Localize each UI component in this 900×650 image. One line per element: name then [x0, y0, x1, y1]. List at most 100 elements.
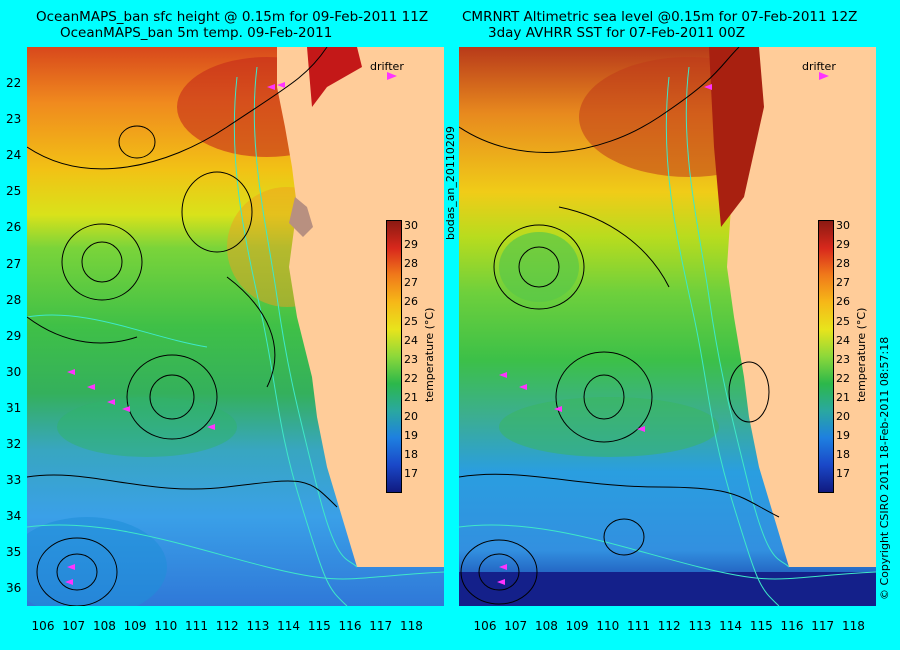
lon-tick-label: 117 — [811, 619, 835, 633]
lon-tick-label: 115 — [749, 619, 773, 633]
colorbar-tick-label: 17 — [404, 467, 418, 481]
lon-tick-label: 117 — [369, 619, 393, 633]
colorbar-tick-label: 18 — [404, 448, 418, 462]
lat-tick-label: 35 — [6, 545, 22, 560]
colorbar-tick-label: 17 — [836, 467, 850, 481]
left-title-line1: OceanMAPS_ban sfc height @ 0.15m for 09-… — [36, 9, 429, 25]
copyright-label: © Copyright CSIRO 2011 18-Feb-2011 08:57… — [878, 336, 891, 600]
drifter-markers — [65, 82, 285, 585]
left-drifter-legend-label: drifter — [370, 60, 404, 73]
lon-tick-label: 106 — [473, 619, 497, 633]
colorbar-tick-label: 19 — [836, 429, 850, 443]
isobath-lines — [459, 66, 876, 606]
colorbar-tick-label: 30 — [836, 219, 850, 232]
lon-tick-label: 107 — [62, 619, 86, 633]
coastal-warm-patch — [307, 47, 362, 107]
lon-tick-label: 116 — [338, 619, 362, 633]
right-title-line1: CMRNRT Altimetric sea level @0.15m for 0… — [462, 9, 858, 25]
colorbar-tick-label: 27 — [836, 276, 850, 290]
run-id-label: bodas_an_20110209 — [444, 126, 457, 240]
colorbar-tick-label: 29 — [404, 238, 418, 252]
right-drifter-legend-icon — [819, 72, 829, 80]
lon-tick-label: 118 — [841, 619, 865, 633]
lon-tick-label: 111 — [185, 619, 208, 633]
colorbar-tick-label: 21 — [404, 390, 418, 404]
lat-tick-label: 24 — [6, 148, 22, 163]
lon-tick-label: 108 — [92, 619, 116, 633]
lon-tick-label: 106 — [31, 619, 55, 633]
colorbar-tick-label: 30 — [404, 219, 418, 232]
colorbar-tick-label: 20 — [404, 410, 418, 423]
colorbar-tick-label: 20 — [836, 410, 850, 423]
right-map-svg — [459, 47, 876, 606]
land-mass — [277, 47, 444, 567]
lat-tick-label: 23 — [6, 112, 22, 127]
left-map-svg — [27, 47, 444, 606]
left-title-line2: OceanMAPS_ban 5m temp. 09-Feb-2011 — [60, 25, 333, 41]
colorbar-tick-label: 28 — [836, 257, 850, 271]
lon-tick-label: 116 — [780, 619, 804, 633]
lat-tick-label: 33 — [6, 473, 22, 488]
delta-patch — [289, 197, 313, 237]
height-contours — [459, 47, 780, 605]
colorbar-tick-label: 25 — [836, 314, 850, 328]
lat-tick-label: 26 — [6, 220, 22, 235]
lat-tick-label: 30 — [6, 364, 22, 379]
lon-tick-label: 108 — [534, 619, 558, 633]
colorbar-tick-label: 28 — [404, 257, 418, 271]
colorbar-tick-label: 23 — [404, 352, 418, 366]
height-contours — [27, 47, 338, 606]
colorbar-tick-label: 18 — [836, 448, 850, 462]
lat-tick-label: 27 — [6, 256, 22, 271]
lat-tick-label: 31 — [6, 400, 22, 415]
colorbar-tick-label: 24 — [836, 333, 850, 347]
lon-tick-label: 107 — [504, 619, 528, 633]
green-band — [499, 397, 719, 457]
colorbar-tick-label: 22 — [404, 371, 418, 385]
green-band — [57, 397, 237, 457]
drifter-markers — [497, 84, 712, 585]
coastal-warm-patch — [709, 47, 764, 227]
land-mass — [717, 47, 876, 567]
colorbar-tick-label: 29 — [836, 238, 850, 252]
lat-tick-label: 22 — [6, 76, 22, 90]
lon-tick-label: 114 — [277, 619, 301, 633]
lat-tick-label: 28 — [6, 292, 22, 307]
left-colorbar — [386, 220, 402, 493]
right-colorbar — [818, 220, 834, 493]
left-drifter-legend-icon — [387, 72, 397, 80]
lat-tick-label: 32 — [6, 437, 22, 451]
lon-tick-label: 115 — [307, 619, 331, 633]
left-map-panel — [27, 47, 444, 606]
left-colorbar-label: temperature (°C) — [423, 307, 436, 402]
right-map-panel — [459, 47, 876, 606]
lon-tick-label: 113 — [246, 619, 270, 633]
colorbar-tick-label: 27 — [404, 276, 418, 290]
lon-tick-label: 112 — [215, 619, 239, 633]
colorbar-tick-label: 25 — [404, 314, 418, 328]
right-title-line2: 3day AVHRR SST for 07-Feb-2011 00Z — [488, 25, 745, 41]
colorbar-tick-label: 19 — [404, 429, 418, 443]
lon-tick-label: 114 — [719, 619, 743, 633]
lon-tick-label: 110 — [154, 619, 178, 633]
lon-tick-label: 109 — [123, 619, 147, 633]
right-colorbar-label: temperature (°C) — [855, 307, 868, 402]
lat-tick-label: 25 — [6, 184, 22, 199]
lon-tick-label: 113 — [688, 619, 712, 633]
colorbar-tick-label: 26 — [836, 295, 850, 309]
colorbar-tick-label: 22 — [836, 371, 850, 385]
lon-tick-label: 112 — [657, 619, 681, 633]
isobath-lines — [27, 66, 444, 606]
lon-tick-label: 118 — [399, 619, 423, 633]
colorbar-tick-label: 26 — [404, 295, 418, 309]
lon-tick-label: 109 — [565, 619, 589, 633]
lat-tick-label: 29 — [6, 328, 22, 343]
colorbar-tick-label: 23 — [836, 352, 850, 366]
lat-tick-label: 36 — [6, 581, 22, 596]
right-drifter-legend-label: drifter — [802, 60, 836, 73]
lat-tick-label: 34 — [6, 509, 22, 524]
colorbar-tick-label: 21 — [836, 390, 850, 404]
lon-tick-label: 111 — [627, 619, 650, 633]
colorbar-tick-label: 24 — [404, 333, 418, 347]
cool-eddy — [499, 232, 579, 302]
